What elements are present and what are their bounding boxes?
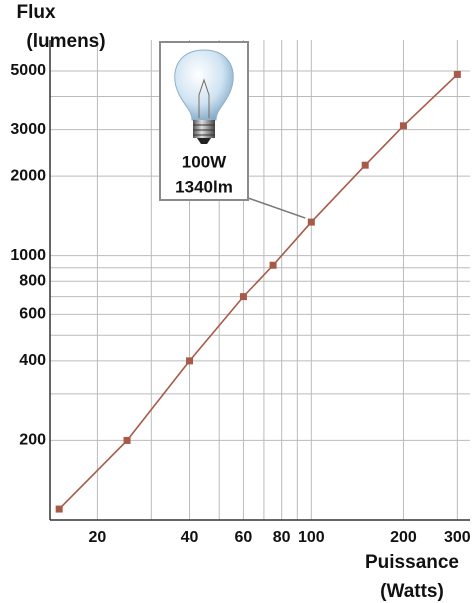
y-tick-label: 1000 — [10, 247, 46, 264]
y-tick-label: 400 — [19, 352, 46, 369]
y-tick-label: 600 — [19, 306, 46, 323]
x-tick-label: 40 — [181, 529, 199, 546]
annotation-leader — [247, 197, 306, 219]
x-axis-label: (Watts) — [380, 581, 444, 602]
y-axis-label: (lumens) — [26, 31, 105, 52]
data-point — [123, 436, 131, 444]
y-tick-label: 2000 — [10, 167, 46, 184]
bulb-icon — [174, 49, 234, 144]
y-tick-label: 800 — [19, 273, 46, 290]
annotation-text: 100W — [182, 152, 227, 171]
x-axis-label: Puissance — [365, 552, 459, 573]
data-point — [307, 218, 315, 226]
data-point — [239, 293, 247, 301]
data-point — [361, 161, 369, 169]
y-tick-label: 3000 — [10, 121, 46, 138]
data-point — [55, 505, 63, 513]
data-point — [186, 357, 194, 365]
y-axis-label: Flux — [16, 2, 55, 23]
data-line — [58, 73, 458, 510]
data-point — [453, 70, 461, 78]
annotation: 100W 1340lm — [159, 41, 249, 201]
annotation-text: 1340lm — [175, 177, 233, 196]
x-tick-label: 100 — [298, 529, 325, 546]
y-tick-label: 200 — [19, 432, 46, 449]
x-tick-label: 200 — [390, 529, 417, 546]
data-point — [269, 261, 277, 269]
x-tick-label: 60 — [235, 529, 253, 546]
data-point — [399, 122, 407, 130]
x-tick-label: 80 — [273, 529, 291, 546]
x-tick-label: 20 — [89, 529, 107, 546]
y-tick-label: 5000 — [10, 62, 46, 79]
x-tick-label: 300 — [444, 529, 471, 546]
